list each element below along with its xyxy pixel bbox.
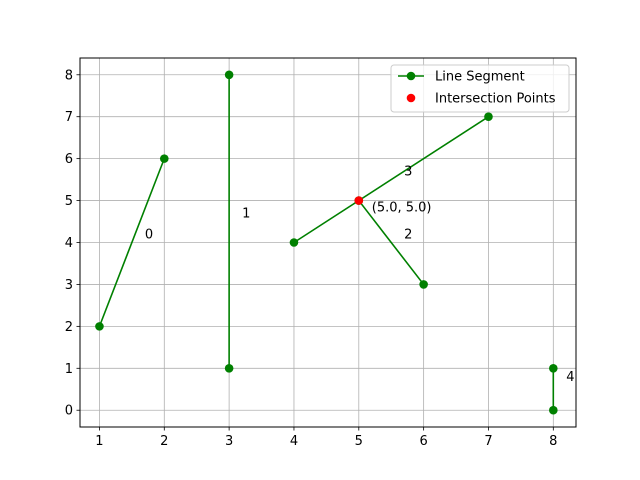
y-tick-label: 4 [65, 236, 73, 251]
segment-endpoint [289, 238, 299, 247]
segment-endpoint [159, 154, 169, 163]
y-tick-label: 3 [65, 278, 73, 293]
y-tick-label: 2 [65, 320, 73, 335]
x-tick-label: 6 [419, 434, 427, 449]
intersection-point [354, 196, 364, 205]
segment-label: 0 [145, 228, 153, 243]
legend-intersection-marker [406, 93, 416, 103]
x-tick-label: 5 [355, 434, 363, 449]
segment-label: 2 [404, 228, 412, 243]
segment-endpoint [224, 70, 234, 80]
y-tick-label: 0 [65, 404, 73, 419]
segment-endpoint [549, 405, 558, 415]
x-tick-label: 2 [160, 434, 168, 449]
segment-line [98, 158, 166, 327]
legend-box [390, 64, 570, 113]
legend-line-marker [406, 71, 416, 81]
markers [95, 70, 558, 415]
legend: Line Segment Intersection Points [390, 64, 570, 113]
segment-label: 3 [404, 165, 412, 180]
segment-endpoint [95, 322, 104, 331]
segment-endpoint [549, 363, 558, 373]
segment-label: 4 [566, 370, 574, 385]
legend-label-line-segment: Line Segment [435, 70, 525, 85]
x-tick-label: 1 [95, 434, 103, 449]
segments [98, 74, 555, 411]
segment-label: 1 [242, 207, 250, 222]
legend-label-intersection-points: Intersection Points [435, 92, 556, 107]
segment-line [358, 200, 425, 285]
segment-endpoint [419, 280, 428, 289]
y-tick-label: 5 [65, 194, 73, 209]
x-tick-label: 8 [549, 434, 557, 449]
x-tick-label: 3 [225, 434, 233, 449]
y-tick-label: 7 [65, 110, 73, 125]
segment-endpoint [484, 112, 493, 122]
intersection-label: (5.0, 5.0) [372, 200, 432, 215]
segment-line [293, 116, 489, 244]
y-tick-label: 8 [65, 68, 73, 83]
y-tick-label: 6 [65, 152, 73, 167]
annotations: 0 1 2 3 4 (5.0, 5.0) [145, 165, 575, 385]
axis-ticks: 1 2 3 4 5 6 7 8 0 1 2 3 4 5 6 7 8 [65, 68, 558, 449]
x-tick-label: 4 [290, 434, 298, 449]
x-tick-label: 7 [484, 434, 492, 449]
y-tick-label: 1 [65, 362, 73, 377]
segment-endpoint [224, 363, 234, 373]
